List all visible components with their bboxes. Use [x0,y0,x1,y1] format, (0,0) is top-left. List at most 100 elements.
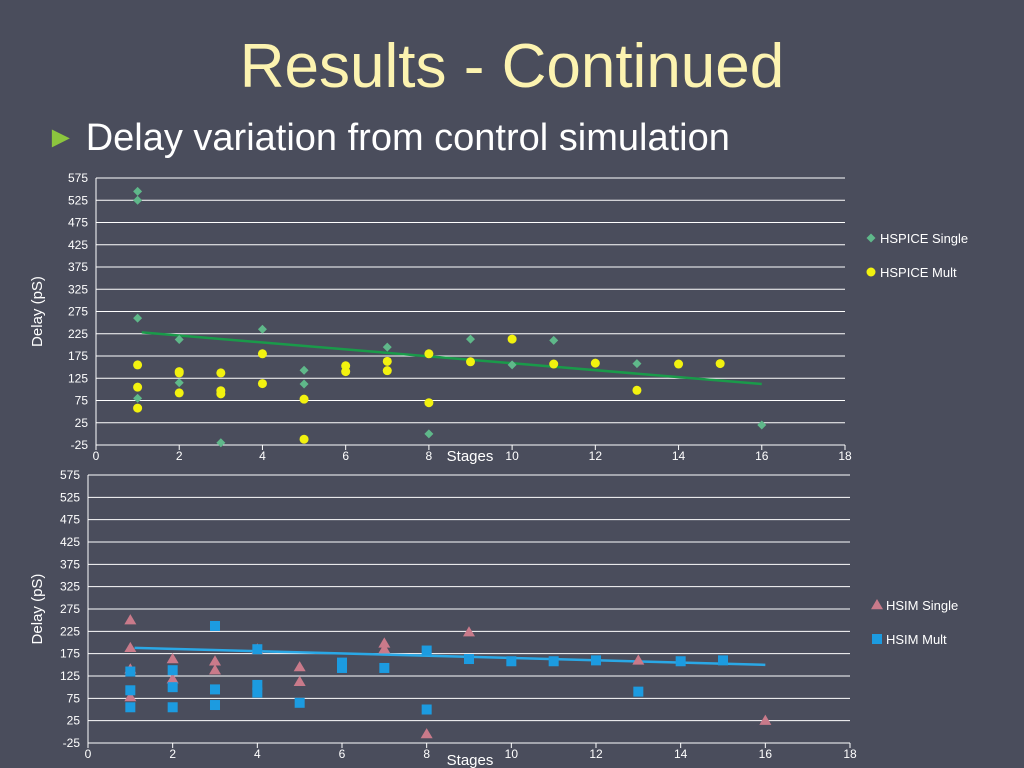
hsim-data-point [166,673,179,684]
hspice-x-axis-title: Stages [447,448,494,465]
hsim-data-point [293,675,306,687]
hsim-data-point [463,626,475,637]
hspice-series-diamond [133,186,767,448]
hspice-legend-label: HSPICE Mult [880,265,957,280]
hspice-data-point [507,360,517,370]
hsim-data-point [124,614,137,625]
hsim-x-tick-label: 10 [505,747,519,761]
hspice-data-point [382,366,392,376]
hspice-y-tick-label: 275 [68,305,88,319]
hsim-data-point [167,665,178,676]
hsim-x-tick-label: 0 [85,747,92,761]
hsim-y-tick-label: 575 [60,468,80,482]
hspice-x-tick-label: 2 [176,449,183,463]
hspice-data-point [133,360,143,370]
hspice-y-tick-label: 325 [68,282,88,296]
hsim-y-tick-label: 275 [60,602,80,616]
hspice-data-point [257,324,267,334]
hsim-y-tick-label: 325 [60,580,80,594]
hsim-data-point [209,655,221,666]
hspice-data-point [715,359,725,369]
hspice-x-tick-label: 10 [505,449,519,463]
hsim-y-tick-label: 375 [60,557,80,571]
hsim-data-point [125,702,136,713]
hsim-trendline [134,646,766,667]
hspice-data-point [507,334,517,344]
hspice-x-tick-label: 14 [672,449,686,463]
hsim-data-point [124,690,137,702]
hspice-data-point [174,368,184,378]
hspice-data-point [382,342,392,352]
hsim-data-point [210,684,220,695]
hspice-y-tick-label: 575 [68,171,88,185]
hspice-data-point [299,394,309,404]
hspice-delay-chart: 575 525 475 425 375 325 275 225 175 125 75 25 -25 0 2 4… [29,171,968,465]
hsim-y-tick-label: 475 [60,513,80,527]
hsim-data-point [718,655,728,666]
hsim-data-point [675,656,686,667]
hspice-data-point [632,359,642,369]
bullet-text: Delay variation from control simulation [85,116,730,159]
hsim-data-point [252,687,263,698]
hspice-x-tick-label: 6 [342,449,349,463]
hspice-data-point [632,385,642,395]
hsim-data-point [167,682,178,693]
hspice-y-tick-label: 175 [68,349,88,363]
hsim-data-point [210,620,220,631]
hsim-data-point [420,728,433,739]
hsim-data-point [210,700,220,711]
hspice-x-tick-label: 18 [838,449,852,463]
hspice-data-point [257,379,267,389]
hsim-data-point [464,654,474,665]
hsim-data-point [337,662,347,673]
hsim-data-point [293,661,306,672]
hspice-data-point [174,388,184,398]
hspice-data-point [424,349,434,359]
hspice-data-point [216,438,226,448]
hsim-legend-marker [872,634,882,644]
hsim-data-point [506,656,517,667]
hspice-y-tick-label: 225 [68,327,88,341]
hsim-data-point [167,702,178,713]
hsim-y-tick-label: -25 [63,736,81,750]
hsim-y-tick-label: 175 [60,647,80,661]
hsim-x-tick-label: 6 [339,747,346,761]
hspice-y-tick-label: 475 [68,216,88,230]
hspice-data-point [757,420,767,430]
hspice-legend-label: HSPICE Single [880,231,968,246]
hsim-legend-label: HSIM Mult [886,632,947,647]
hspice-data-point [216,389,226,399]
hspice-data-point [674,359,684,369]
hsim-legend-label: HSIM Single [886,598,958,613]
hsim-data-point [337,657,347,668]
slide-title: Results - Continued [239,32,785,101]
hsim-data-point [379,662,390,673]
hsim-x-axis-title: Stages [447,752,494,768]
hsim-data-point [548,656,559,667]
hsim-data-point [125,685,136,696]
hsim-y-tick-label: 125 [60,669,80,683]
hsim-delay-chart: 575 525 475 425 375 325 275 225 175 125 75 25 -25 0 2 4… [29,468,958,768]
hspice-data-point [299,379,309,389]
hspice-data-point [174,378,184,388]
triangle-right-icon: ► [46,121,76,154]
hsim-data-point [252,644,263,655]
hspice-trendline [141,331,762,386]
hspice-y-tick-label: 425 [68,238,88,252]
hspice-y-tick-label: 375 [68,260,88,274]
hspice-data-point [216,368,226,378]
hspice-data-point [341,367,351,377]
hsim-data-point [124,641,137,653]
hspice-data-point [299,434,309,444]
hspice-data-point [133,313,143,323]
hspice-data-point [299,365,309,375]
hsim-x-tick-label: 8 [423,747,430,761]
hsim-data-point [378,637,391,648]
hsim-data-point [125,666,136,677]
hsim-x-tick-label: 18 [843,747,857,761]
hspice-data-point [549,335,559,345]
hsim-data-point [759,714,772,725]
hspice-y-tick-label: 525 [68,193,88,207]
hspice-data-point [174,335,184,345]
hspice-x-tick-label: 16 [755,449,769,463]
